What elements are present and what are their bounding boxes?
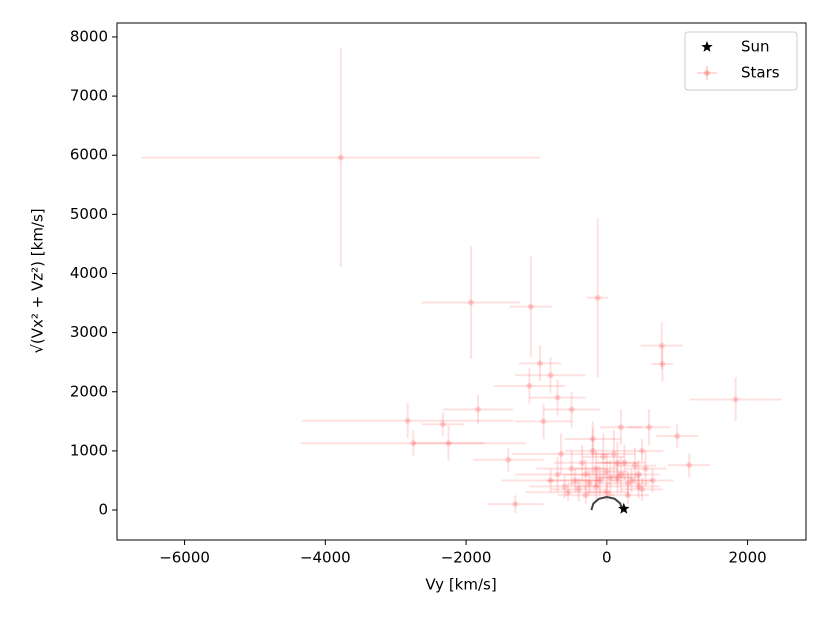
star-point <box>628 477 635 484</box>
star-point <box>582 471 589 478</box>
star-point <box>554 471 561 478</box>
star-point <box>596 477 603 484</box>
star-point <box>540 418 547 425</box>
star-point <box>565 489 572 496</box>
star-point <box>624 480 631 487</box>
star-point <box>617 471 624 478</box>
star-point <box>658 342 665 349</box>
y-axis-label: √(Vx² + Vz²) [km/s] <box>29 208 47 353</box>
star-point <box>610 450 617 457</box>
star-point <box>561 483 568 490</box>
star-point <box>337 154 344 161</box>
sun-marker <box>618 502 630 514</box>
star-point <box>527 303 534 310</box>
star-point <box>475 406 482 413</box>
star-point <box>505 456 512 463</box>
legend-marker <box>701 41 713 52</box>
x-tick-label: −4000 <box>300 549 351 567</box>
y-tick-label: 3000 <box>70 323 108 341</box>
circle-line <box>590 495 624 511</box>
y-tick-label: 7000 <box>70 87 108 105</box>
plot-area <box>117 23 806 540</box>
star-point <box>404 417 411 424</box>
star-point <box>732 396 739 403</box>
star-point <box>572 477 579 484</box>
star-point <box>547 372 554 379</box>
star-point <box>600 453 607 460</box>
star-point <box>686 462 693 469</box>
star-point <box>624 492 631 499</box>
legend-label: Sun <box>741 38 770 56</box>
star-point <box>593 483 600 490</box>
legend-marker <box>704 70 710 76</box>
star-point <box>439 421 446 428</box>
star-point <box>674 433 681 440</box>
star-point <box>589 436 596 443</box>
y-tick-label: 8000 <box>70 27 108 45</box>
star-point <box>512 501 519 508</box>
x-tick-label: 2000 <box>728 549 766 567</box>
star-point <box>603 489 610 496</box>
star-point <box>646 424 653 431</box>
star-point <box>526 382 533 389</box>
star-point <box>410 440 417 447</box>
star-point <box>614 459 621 466</box>
star-point <box>639 486 646 493</box>
star-point <box>536 360 543 367</box>
star-point <box>631 462 638 469</box>
star-point <box>582 492 589 499</box>
y-tick-label: 6000 <box>70 146 108 164</box>
star-point <box>568 406 575 413</box>
legend-box <box>684 31 798 91</box>
star-point <box>558 450 565 457</box>
x-tick-label: 0 <box>602 549 612 567</box>
star-point <box>621 459 628 466</box>
y-tick-label: 2000 <box>70 382 108 400</box>
star-point <box>586 480 593 487</box>
star-point <box>594 294 601 301</box>
axes-frame <box>116 22 807 541</box>
legend-label: Stars <box>741 64 780 82</box>
y-tick-label: 1000 <box>70 441 108 459</box>
star-point <box>575 486 582 493</box>
star-point <box>547 477 554 484</box>
star-point <box>635 471 642 478</box>
star-point <box>659 360 666 367</box>
star-point <box>593 465 600 472</box>
star-point <box>614 474 621 481</box>
star-point <box>554 394 561 401</box>
y-tick-label: 5000 <box>70 205 108 223</box>
star-point <box>635 483 642 490</box>
y-tick-label: 0 <box>98 501 108 519</box>
star-point <box>579 459 586 466</box>
x-tick-label: −6000 <box>159 549 210 567</box>
x-tick-label: −2000 <box>441 549 492 567</box>
star-point <box>468 299 475 306</box>
star-point <box>642 465 649 472</box>
x-axis-label: Vy [km/s] <box>425 576 496 594</box>
y-tick-label: 4000 <box>70 264 108 282</box>
star-point <box>589 447 596 454</box>
star-point <box>603 468 610 475</box>
star-point <box>639 447 646 454</box>
star-point <box>568 465 575 472</box>
star-point <box>607 474 614 481</box>
star-point <box>445 440 452 447</box>
star-point <box>649 477 656 484</box>
star-point <box>617 424 624 431</box>
